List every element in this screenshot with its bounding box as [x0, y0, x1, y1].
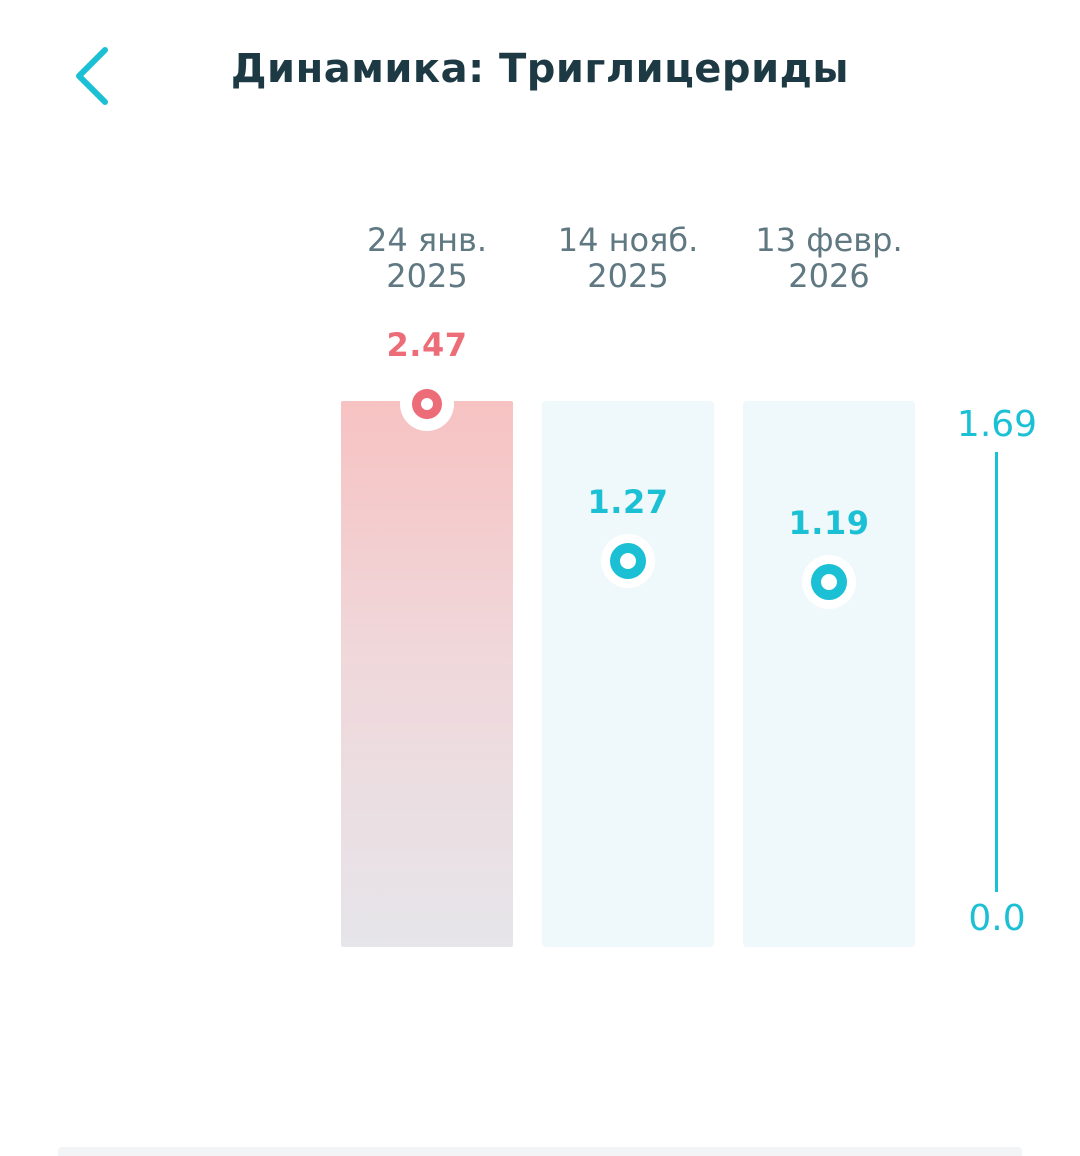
bottom-panel-edge	[58, 1147, 1022, 1156]
column-date-year: 2025	[587, 257, 669, 295]
column-date: 24 янв. 2025	[327, 222, 527, 294]
value-marker[interactable]	[400, 377, 454, 431]
result-column[interactable]	[743, 401, 915, 947]
column-date: 13 февр. 2026	[729, 222, 929, 294]
column-date: 14 нояб. 2025	[528, 222, 728, 294]
value-marker[interactable]	[802, 555, 856, 610]
value-marker[interactable]	[601, 534, 655, 589]
result-column[interactable]	[542, 401, 714, 947]
back-button[interactable]	[56, 36, 126, 116]
column-date-day: 13 февр.	[755, 221, 903, 259]
scale-max-label: 1.69	[956, 404, 1038, 445]
column-date-day: 24 янв.	[366, 221, 488, 259]
value-label: 1.19	[788, 504, 870, 543]
header: Динамика: Триглицериды	[0, 0, 1080, 150]
column-date-day: 14 нояб.	[557, 221, 699, 259]
value-label: 1.27	[587, 483, 669, 522]
value-label: 2.47	[386, 326, 468, 364]
chevron-left-icon	[76, 47, 108, 105]
page-title: Динамика: Триглицериды	[230, 46, 850, 92]
scale-min-label: 0.0	[968, 898, 1026, 939]
marker-ring	[811, 564, 847, 601]
column-date-year: 2026	[788, 257, 870, 295]
marker-ring	[412, 389, 442, 419]
result-column[interactable]	[341, 401, 513, 947]
reference-range-line	[995, 452, 998, 892]
column-date-year: 2025	[386, 257, 468, 295]
marker-ring	[610, 543, 646, 580]
